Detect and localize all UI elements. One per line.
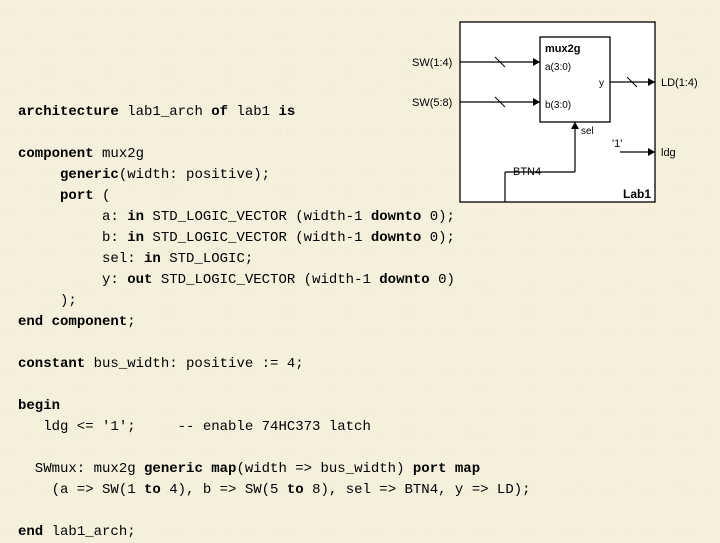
kw-out: out: [127, 272, 152, 288]
txt: );: [18, 293, 77, 309]
txt: (width: positive);: [119, 167, 270, 183]
txt: sel:: [18, 251, 144, 267]
kw-end: end: [18, 314, 43, 330]
txt: ;: [127, 314, 135, 330]
txt: mux2g: [94, 146, 144, 162]
kw-component: component: [52, 314, 128, 330]
label-ldg: ldg: [661, 147, 676, 159]
label-lab1: Lab1: [623, 187, 651, 201]
kw-downto: downto: [371, 230, 421, 246]
kw-downto: downto: [371, 209, 421, 225]
txt: 4), b => SW(5: [161, 482, 287, 498]
kw-to: to: [287, 482, 304, 498]
kw-of: of: [211, 104, 228, 120]
label-sw58: SW(5:8): [412, 97, 452, 109]
label-a: a(3:0): [545, 62, 571, 73]
label-one: '1': [612, 138, 622, 150]
txt: lab1_arch;: [43, 524, 135, 540]
kw-component: component: [18, 146, 94, 162]
kw-port: port: [60, 188, 94, 204]
kw-generic-map: generic map: [144, 461, 236, 477]
txt: STD_LOGIC_VECTOR (width-1: [144, 209, 371, 225]
txt: 0);: [421, 230, 455, 246]
txt: (a => SW(1: [18, 482, 144, 498]
label-btn4: BTN4: [513, 166, 541, 178]
txt: (: [94, 188, 111, 204]
kw-in: in: [127, 209, 144, 225]
txt: [43, 314, 51, 330]
txt: [18, 188, 60, 204]
txt: 8), sel => BTN4, y => LD);: [304, 482, 531, 498]
label-sel: sel: [581, 126, 594, 137]
kw-to: to: [144, 482, 161, 498]
txt: 0): [430, 272, 455, 288]
txt: bus_width: positive := 4;: [85, 356, 303, 372]
kw-in: in: [144, 251, 161, 267]
txt: a:: [18, 209, 127, 225]
kw-architecture: architecture: [18, 104, 119, 120]
block-diagram: SW(1:4) SW(5:8) mux2g a(3:0) b(3:0) y LD…: [405, 12, 710, 207]
txt: y:: [18, 272, 127, 288]
kw-constant: constant: [18, 356, 85, 372]
label-b: b(3:0): [545, 100, 571, 111]
txt: lab1: [228, 104, 278, 120]
txt: STD_LOGIC;: [161, 251, 253, 267]
txt: b:: [18, 230, 127, 246]
kw-begin: begin: [18, 398, 60, 414]
txt: ldg <= '1'; -- enable 74HC373 latch: [18, 419, 371, 435]
kw-generic: generic: [60, 167, 119, 183]
kw-is: is: [278, 104, 295, 120]
kw-port-map: port map: [413, 461, 480, 477]
label-y: y: [599, 78, 604, 89]
txt: lab1_arch: [119, 104, 211, 120]
label-mux2g: mux2g: [545, 43, 580, 55]
kw-in: in: [127, 230, 144, 246]
txt: [18, 167, 60, 183]
label-ld: LD(1:4): [661, 77, 698, 89]
txt: STD_LOGIC_VECTOR (width-1: [144, 230, 371, 246]
txt: 0);: [421, 209, 455, 225]
kw-end: end: [18, 524, 43, 540]
txt: STD_LOGIC_VECTOR (width-1: [152, 272, 379, 288]
kw-downto: downto: [379, 272, 429, 288]
txt: (width => bus_width): [236, 461, 412, 477]
label-sw14: SW(1:4): [412, 57, 452, 69]
txt: SWmux: mux2g: [18, 461, 144, 477]
